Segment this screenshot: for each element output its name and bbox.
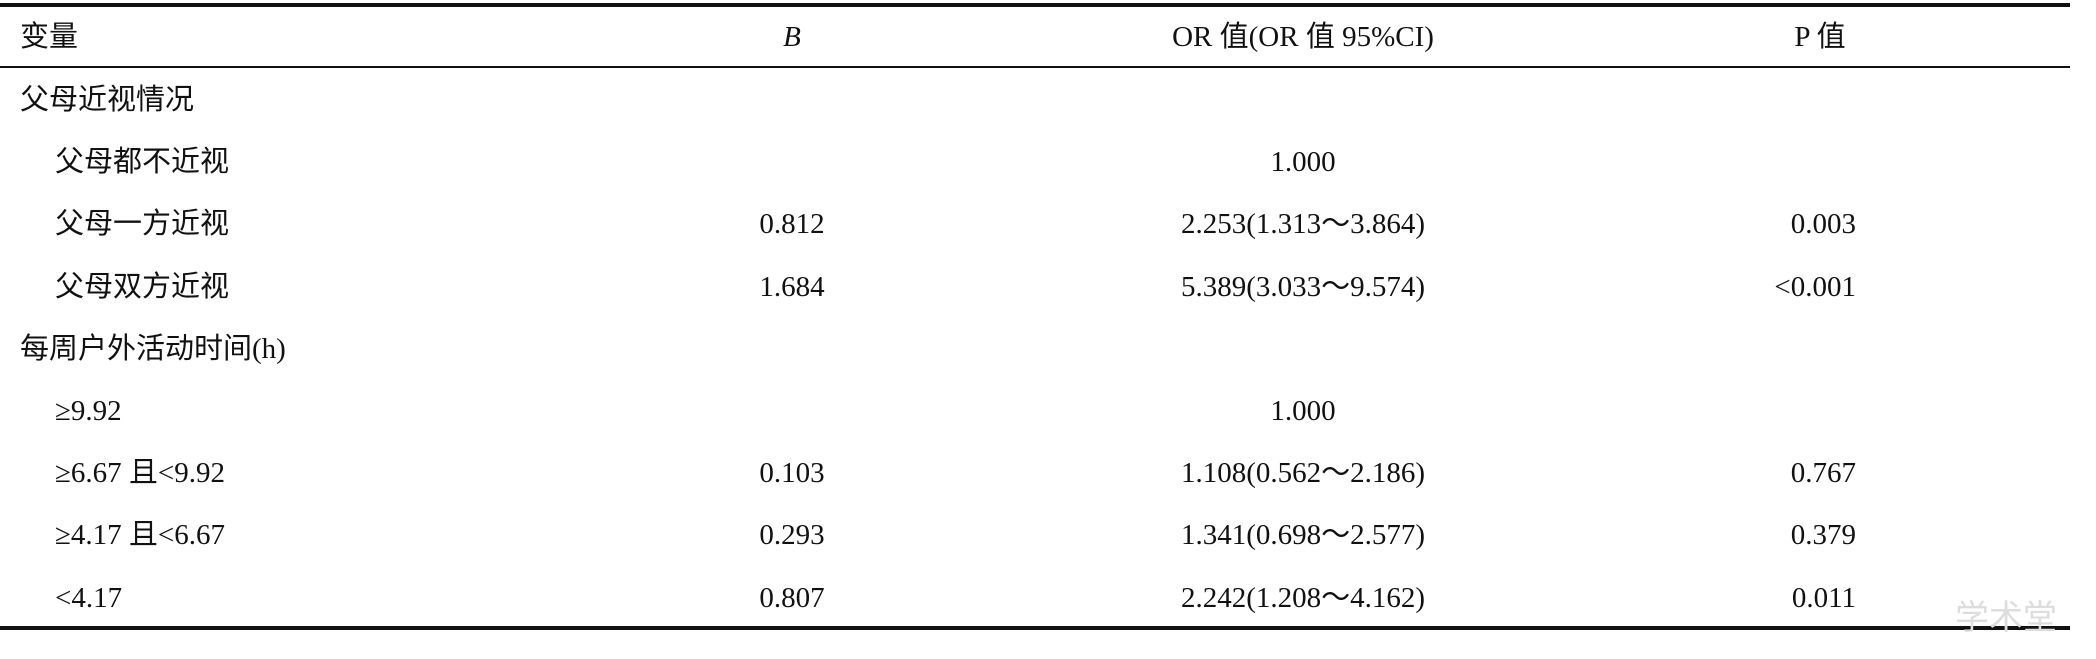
bottom-rule xyxy=(0,626,2070,630)
p-value: 0.003 xyxy=(1790,208,1856,241)
top-rule xyxy=(0,3,2070,7)
b-value: 1.684 xyxy=(759,270,825,303)
p-value: <0.001 xyxy=(1774,270,1856,303)
row-label: ≥4.17 且<6.67 xyxy=(55,519,226,552)
b-value: 0.103 xyxy=(759,457,825,490)
header-cell: B xyxy=(783,21,801,53)
or-value: 2.242(1.208～4.162) xyxy=(1180,581,1426,614)
group-title: 每周户外活动时间(h) xyxy=(20,332,286,365)
header-rule xyxy=(0,66,2070,68)
header-cell: P 值 xyxy=(1794,21,1846,53)
or-value: 1.000 xyxy=(1270,395,1336,427)
p-value: 0.011 xyxy=(1791,581,1856,614)
row-label: 父母都不近视 xyxy=(55,146,230,179)
header-cell: OR 值(OR 值 95%CI) xyxy=(1172,21,1434,53)
p-value: 0.767 xyxy=(1790,457,1856,490)
header-cell: 变量 xyxy=(20,21,79,53)
row-label: 父母一方近视 xyxy=(55,208,230,241)
group-title: 父母近视情况 xyxy=(20,84,195,116)
or-value: 1.108(0.562～2.186) xyxy=(1180,457,1426,490)
or-value: 1.000 xyxy=(1270,146,1336,179)
or-value: 5.389(3.033～9.574) xyxy=(1180,270,1426,303)
b-value: 0.807 xyxy=(759,581,825,614)
or-value: 2.253(1.313～3.864) xyxy=(1180,208,1426,241)
p-value: 0.379 xyxy=(1790,519,1856,552)
b-value: 0.812 xyxy=(759,208,825,241)
row-label: ≥9.92 xyxy=(55,395,122,427)
b-value: 0.293 xyxy=(759,519,825,552)
or-value: 1.341(0.698～2.577) xyxy=(1180,519,1426,552)
row-label: <4.17 xyxy=(55,581,123,614)
row-label: ≥6.67 且<9.92 xyxy=(55,457,226,490)
watermark: 学术堂 xyxy=(1955,598,2057,638)
row-label: 父母双方近视 xyxy=(55,270,230,303)
